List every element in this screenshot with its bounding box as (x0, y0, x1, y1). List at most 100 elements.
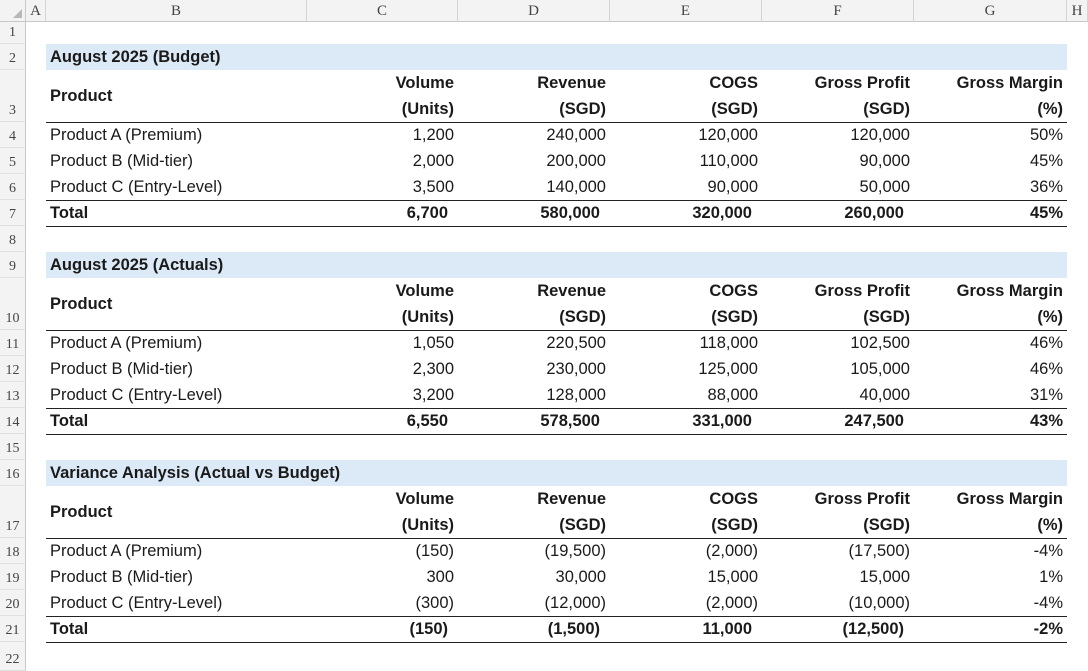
header-product[interactable]: Product (50, 87, 113, 105)
total-cogs-cell[interactable]: 11,000 (702, 620, 752, 638)
header-product[interactable]: Product (50, 295, 113, 313)
total-revenue-cell[interactable]: (1,500) (547, 620, 600, 638)
revenue-cell[interactable]: 220,500 (546, 334, 606, 352)
product-cell[interactable]: Product C (Entry-Level) (50, 178, 223, 196)
header-gross_margin-line1[interactable]: Gross Margin (956, 490, 1063, 508)
gross_profit-cell[interactable]: 105,000 (850, 360, 910, 378)
header-revenue-line1[interactable]: Revenue (537, 490, 606, 508)
product-cell[interactable]: Product B (Mid-tier) (50, 568, 194, 586)
gross_margin-cell[interactable]: 46% (1029, 360, 1063, 378)
gross_profit-cell[interactable]: 15,000 (859, 568, 910, 586)
select-all-corner[interactable] (0, 0, 26, 22)
row-header-2[interactable]: 2 (0, 44, 26, 70)
header-gross_profit-line2[interactable]: (SGD) (863, 308, 910, 326)
product-cell[interactable]: Product C (Entry-Level) (50, 594, 223, 612)
header-cogs-line1[interactable]: COGS (709, 282, 758, 300)
total-gross_margin-cell[interactable]: -2% (1033, 620, 1063, 638)
row-header-6[interactable]: 6 (0, 174, 26, 200)
row-header-19[interactable]: 19 (0, 564, 26, 590)
revenue-cell[interactable]: 230,000 (546, 360, 606, 378)
gross_margin-cell[interactable]: 46% (1029, 334, 1063, 352)
cogs-cell[interactable]: 120,000 (698, 126, 758, 144)
column-header-b[interactable]: B (46, 0, 307, 22)
row-header-8[interactable]: 8 (0, 226, 26, 252)
header-gross_profit-line2[interactable]: (SGD) (863, 100, 910, 118)
header-volume-line1[interactable]: Volume (395, 282, 454, 300)
column-header-d[interactable]: D (458, 0, 610, 22)
header-gross_profit-line1[interactable]: Gross Profit (814, 74, 910, 92)
section-title[interactable]: Variance Analysis (Actual vs Budget) (50, 464, 341, 482)
volume-cell[interactable]: 300 (426, 568, 454, 586)
header-volume-line2[interactable]: (Units) (401, 308, 454, 326)
total-volume-cell[interactable]: (150) (409, 620, 448, 638)
revenue-cell[interactable]: 30,000 (555, 568, 606, 586)
total-volume-cell[interactable]: 6,700 (406, 204, 448, 222)
header-gross_margin-line2[interactable]: (%) (1037, 516, 1063, 534)
header-gross_margin-line2[interactable]: (%) (1037, 308, 1063, 326)
product-cell[interactable]: Product A (Premium) (50, 126, 203, 144)
row-header-3[interactable]: 3 (0, 70, 26, 122)
total-label[interactable]: Total (50, 412, 89, 430)
row-header-18[interactable]: 18 (0, 538, 26, 564)
header-revenue-line2[interactable]: (SGD) (559, 308, 606, 326)
volume-cell[interactable]: 1,200 (412, 126, 454, 144)
header-cogs-line1[interactable]: COGS (709, 490, 758, 508)
gross_profit-cell[interactable]: 102,500 (850, 334, 910, 352)
row-header-16[interactable]: 16 (0, 460, 26, 486)
header-gross_margin-line1[interactable]: Gross Margin (956, 282, 1063, 300)
row-header-4[interactable]: 4 (0, 122, 26, 148)
header-gross_margin-line1[interactable]: Gross Margin (956, 74, 1063, 92)
revenue-cell[interactable]: 128,000 (546, 386, 606, 404)
row-header-1[interactable]: 1 (0, 22, 26, 44)
header-volume-line2[interactable]: (Units) (401, 516, 454, 534)
total-revenue-cell[interactable]: 578,500 (540, 412, 600, 430)
row-header-17[interactable]: 17 (0, 486, 26, 538)
volume-cell[interactable]: 1,050 (412, 334, 454, 352)
header-cogs-line2[interactable]: (SGD) (711, 100, 758, 118)
header-revenue-line2[interactable]: (SGD) (559, 100, 606, 118)
volume-cell[interactable]: (150) (415, 542, 454, 560)
total-gross_profit-cell[interactable]: 247,500 (844, 412, 904, 430)
product-cell[interactable]: Product B (Mid-tier) (50, 152, 194, 170)
header-cogs-line2[interactable]: (SGD) (711, 308, 758, 326)
column-header-c[interactable]: C (307, 0, 458, 22)
gross_profit-cell[interactable]: (10,000) (848, 594, 910, 612)
total-gross_margin-cell[interactable]: 45% (1029, 204, 1063, 222)
row-header-21[interactable]: 21 (0, 616, 26, 642)
gross_profit-cell[interactable]: 120,000 (850, 126, 910, 144)
row-header-11[interactable]: 11 (0, 330, 26, 356)
revenue-cell[interactable]: (19,500) (544, 542, 606, 560)
gross_profit-cell[interactable]: (17,500) (848, 542, 910, 560)
gross_margin-cell[interactable]: -4% (1033, 542, 1063, 560)
product-cell[interactable]: Product B (Mid-tier) (50, 360, 194, 378)
volume-cell[interactable]: 3,200 (412, 386, 454, 404)
header-cogs-line2[interactable]: (SGD) (711, 516, 758, 534)
row-header-15[interactable]: 15 (0, 434, 26, 460)
header-gross_profit-line1[interactable]: Gross Profit (814, 282, 910, 300)
gross_margin-cell[interactable]: 36% (1029, 178, 1063, 196)
header-cogs-line1[interactable]: COGS (709, 74, 758, 92)
header-gross_margin-line2[interactable]: (%) (1037, 100, 1063, 118)
row-header-20[interactable]: 20 (0, 590, 26, 616)
total-gross_profit-cell[interactable]: (12,500) (842, 620, 904, 638)
cogs-cell[interactable]: 15,000 (707, 568, 758, 586)
row-header-7[interactable]: 7 (0, 200, 26, 226)
header-volume-line1[interactable]: Volume (395, 74, 454, 92)
column-header-g[interactable]: G (914, 0, 1067, 22)
row-header-5[interactable]: 5 (0, 148, 26, 174)
revenue-cell[interactable]: 140,000 (546, 178, 606, 196)
revenue-cell[interactable]: 200,000 (546, 152, 606, 170)
header-gross_profit-line2[interactable]: (SGD) (863, 516, 910, 534)
total-label[interactable]: Total (50, 204, 89, 222)
section-title[interactable]: August 2025 (Actuals) (50, 256, 224, 274)
cogs-cell[interactable]: (2,000) (705, 594, 758, 612)
header-volume-line2[interactable]: (Units) (401, 100, 454, 118)
volume-cell[interactable]: 3,500 (412, 178, 454, 196)
cogs-cell[interactable]: 88,000 (707, 386, 758, 404)
gross_margin-cell[interactable]: -4% (1033, 594, 1063, 612)
header-revenue-line2[interactable]: (SGD) (559, 516, 606, 534)
revenue-cell[interactable]: (12,000) (544, 594, 606, 612)
row-header-22[interactable]: 22 (0, 642, 26, 671)
volume-cell[interactable]: 2,000 (412, 152, 454, 170)
